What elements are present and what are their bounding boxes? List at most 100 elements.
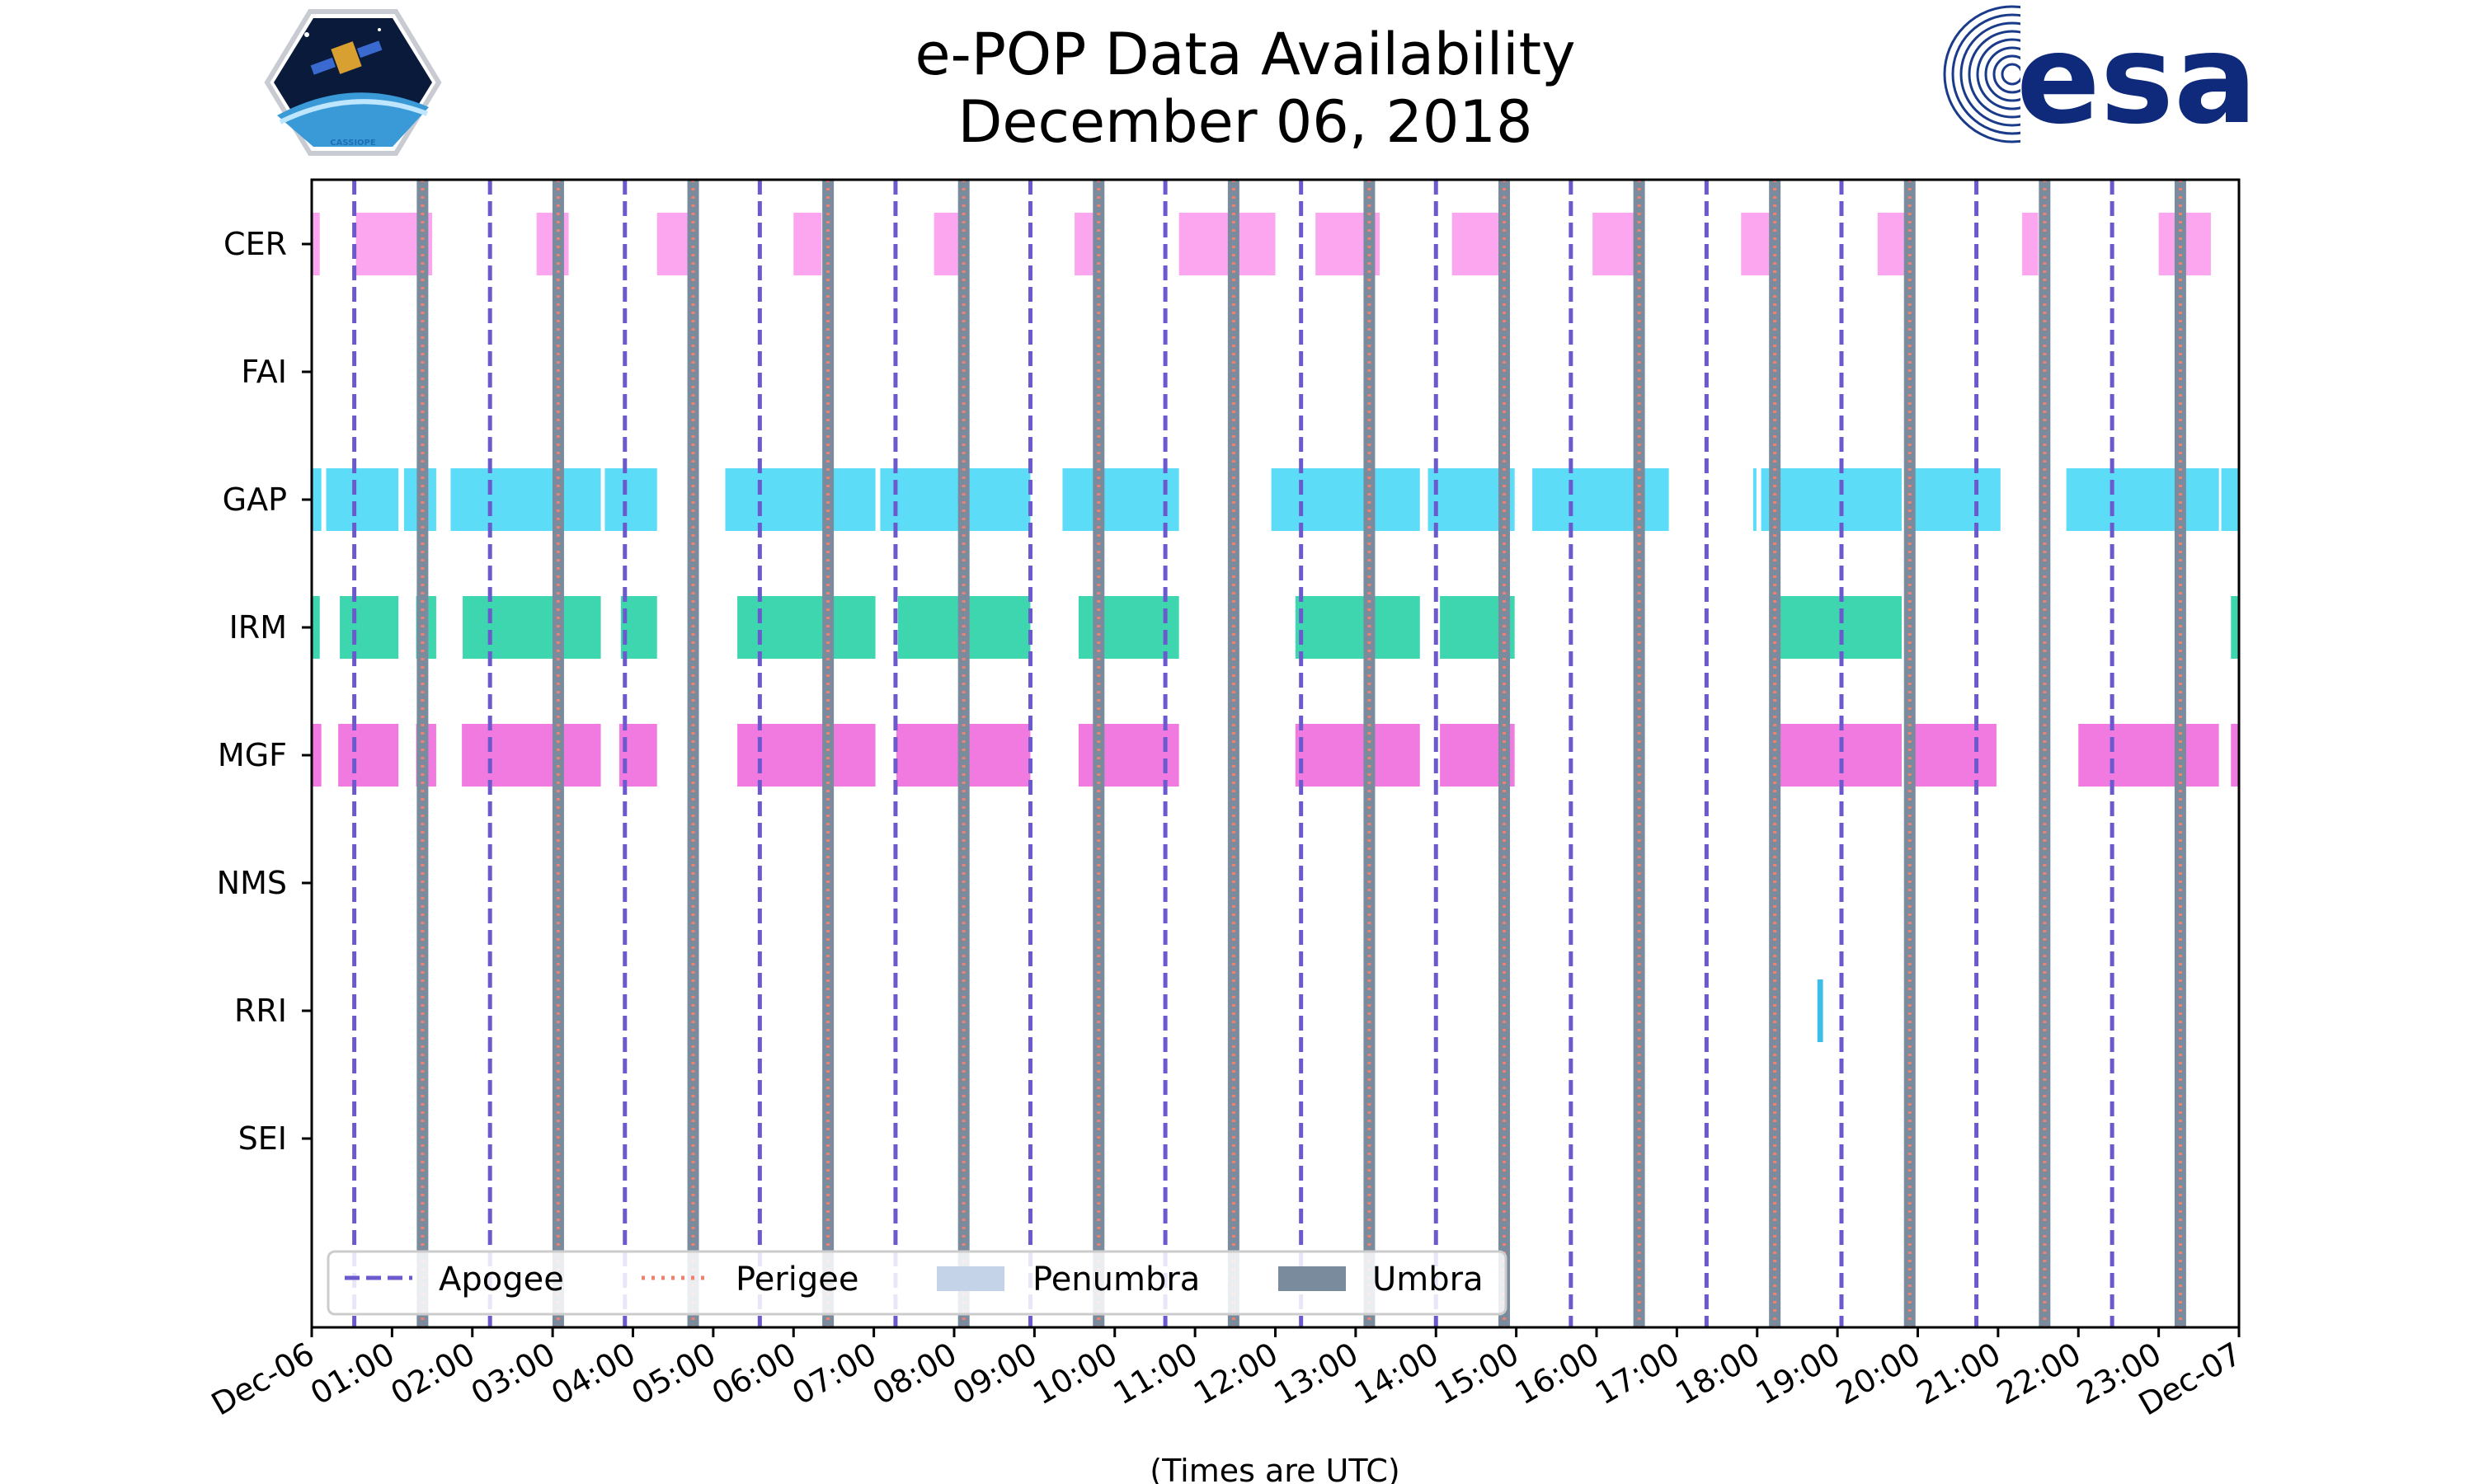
x-axis-label: (Times are UTC) bbox=[1150, 1453, 1399, 1484]
umbra-band-1 bbox=[552, 180, 564, 1327]
legend-item-umbra: Umbra bbox=[1278, 1261, 1484, 1298]
x-axis: Dec-0601:0002:0003:0004:0005:0006:0007:0… bbox=[205, 1327, 2248, 1423]
y-tick-label-nms: NMS bbox=[217, 865, 287, 901]
bar-cer-4 bbox=[793, 213, 822, 275]
bar-gap-5 bbox=[725, 468, 876, 531]
umbra-band-5 bbox=[1093, 180, 1105, 1327]
x-tick-label-21-00: 21:00 bbox=[1911, 1336, 2007, 1412]
bar-irm-4 bbox=[620, 596, 657, 659]
legend-item-perigee: Perigee bbox=[642, 1261, 858, 1298]
bar-irm-5 bbox=[737, 596, 876, 659]
y-tick-label-gap: GAP bbox=[223, 481, 287, 518]
x-tick-label-05-00: 05:00 bbox=[626, 1336, 722, 1412]
bar-mgf-13 bbox=[2231, 724, 2239, 787]
bar-gap-1 bbox=[326, 468, 399, 531]
bar-irm-1 bbox=[340, 596, 399, 659]
bar-cer-12 bbox=[1877, 213, 1906, 275]
umbra-band-6 bbox=[1227, 180, 1239, 1327]
bar-gap-14 bbox=[2066, 468, 2219, 531]
x-tick-label-02-00: 02:00 bbox=[384, 1336, 481, 1412]
cassiope-logo: CASSIOPE bbox=[264, 9, 442, 156]
umbra-band-9 bbox=[1633, 180, 1645, 1327]
esa-logo: esa bbox=[1943, 2, 2257, 152]
bar-gap-0 bbox=[312, 468, 322, 531]
x-tick-label-12-00: 12:00 bbox=[1188, 1336, 1284, 1412]
bar-irm-0 bbox=[312, 596, 320, 659]
bar-irm-3 bbox=[463, 596, 601, 659]
bar-mgf-11 bbox=[1912, 724, 1997, 787]
x-tick-label-20-00: 20:00 bbox=[1830, 1336, 1926, 1412]
x-tick-label-13-00: 13:00 bbox=[1268, 1336, 1365, 1412]
bar-gap-12 bbox=[1761, 468, 1903, 531]
umbra-band-13 bbox=[2174, 180, 2186, 1327]
bar-mgf-4 bbox=[618, 724, 657, 787]
bar-gap-8 bbox=[1271, 468, 1420, 531]
bar-cer-0 bbox=[312, 213, 320, 275]
bar-mgf-1 bbox=[338, 724, 399, 787]
x-tick-label-18-00: 18:00 bbox=[1669, 1336, 1766, 1412]
x-tick-label-04-00: 04:00 bbox=[545, 1336, 642, 1412]
bar-gap-10 bbox=[1532, 468, 1669, 531]
x-tick-label-19-00: 19:00 bbox=[1750, 1336, 1846, 1412]
bar-mgf-3 bbox=[462, 724, 601, 787]
x-tick-label-01-00: 01:00 bbox=[304, 1336, 401, 1412]
bar-rri-0 bbox=[1817, 979, 1823, 1042]
cassiope-logo-text: CASSIOPE bbox=[330, 139, 376, 148]
umbra-band-3 bbox=[822, 180, 835, 1327]
chart-title-line-2: December 06, 2018 bbox=[958, 88, 1533, 156]
x-tick-label-22-00: 22:00 bbox=[1991, 1336, 2087, 1412]
y-axis: CER FAI GAP IRM MGF NMS RRI SEI bbox=[217, 226, 312, 1157]
esa-logo-text: esa bbox=[2016, 8, 2257, 152]
legend: Apogee Perigee Penumbra Umbra bbox=[327, 1250, 1507, 1316]
bar-irm-11 bbox=[2231, 596, 2239, 659]
umbra-band-11 bbox=[1903, 180, 1916, 1327]
bar-gap-13 bbox=[1905, 468, 2001, 531]
legend-penumbra-swatch bbox=[937, 1266, 1004, 1291]
event-lines bbox=[352, 180, 2186, 1327]
x-tick-label-03-00: 03:00 bbox=[465, 1336, 562, 1412]
bar-mgf-12 bbox=[2078, 724, 2219, 787]
bar-mgf-0 bbox=[312, 724, 322, 787]
umbra-band-4 bbox=[957, 180, 970, 1327]
bar-cer-7 bbox=[1178, 213, 1276, 275]
y-tick-label-irm: IRM bbox=[229, 609, 287, 646]
bar-irm-10 bbox=[1769, 596, 1903, 659]
bar-cer-6 bbox=[1075, 213, 1095, 275]
x-tick-label-16-00: 16:00 bbox=[1509, 1336, 1606, 1412]
x-tick-label-15-00: 15:00 bbox=[1428, 1336, 1525, 1412]
bar-cer-5 bbox=[934, 213, 958, 275]
instrument-bars bbox=[312, 213, 2239, 1042]
bar-gap-7 bbox=[1062, 468, 1179, 531]
y-tick-label-fai: FAI bbox=[241, 354, 287, 390]
legend-perigee-label: Perigee bbox=[736, 1261, 858, 1298]
x-tick-label-14-00: 14:00 bbox=[1348, 1336, 1445, 1412]
x-tick-label-08-00: 08:00 bbox=[867, 1336, 963, 1412]
bar-gap-4 bbox=[604, 468, 657, 531]
y-tick-label-cer: CER bbox=[223, 226, 287, 262]
y-tick-label-rri: RRI bbox=[234, 993, 287, 1029]
legend-umbra-swatch bbox=[1278, 1266, 1346, 1291]
bar-mgf-8 bbox=[1295, 724, 1420, 787]
umbra-band-7 bbox=[1363, 180, 1376, 1327]
bar-mgf-5 bbox=[737, 724, 876, 787]
legend-box bbox=[327, 1250, 1507, 1316]
legend-penumbra-label: Penumbra bbox=[1032, 1261, 1200, 1298]
legend-umbra-label: Umbra bbox=[1372, 1261, 1484, 1298]
x-tick-label-10-00: 10:00 bbox=[1027, 1336, 1123, 1412]
plot-area: CER FAI GAP IRM MGF NMS RRI SEI Dec-0601:0002:0… bbox=[205, 178, 2248, 1484]
bar-cer-9 bbox=[1451, 213, 1505, 275]
umbra-band-2 bbox=[687, 180, 699, 1327]
y-tick-label-mgf: MGF bbox=[218, 737, 287, 773]
x-tick-label-06-00: 06:00 bbox=[706, 1336, 802, 1412]
umbra-band-0 bbox=[416, 180, 429, 1327]
bar-gap-6 bbox=[880, 468, 1031, 531]
umbra-band-10 bbox=[1769, 180, 1781, 1327]
x-tick-label-07-00: 07:00 bbox=[786, 1336, 882, 1412]
x-tick-label-11-00: 11:00 bbox=[1108, 1336, 1204, 1412]
chart-title-line-1: e-POP Data Availability bbox=[915, 21, 1575, 88]
bar-mgf-10 bbox=[1769, 724, 1903, 787]
bar-gap-3 bbox=[450, 468, 601, 531]
bar-gap-11 bbox=[1752, 468, 1757, 531]
bar-cer-11 bbox=[1741, 213, 1774, 275]
